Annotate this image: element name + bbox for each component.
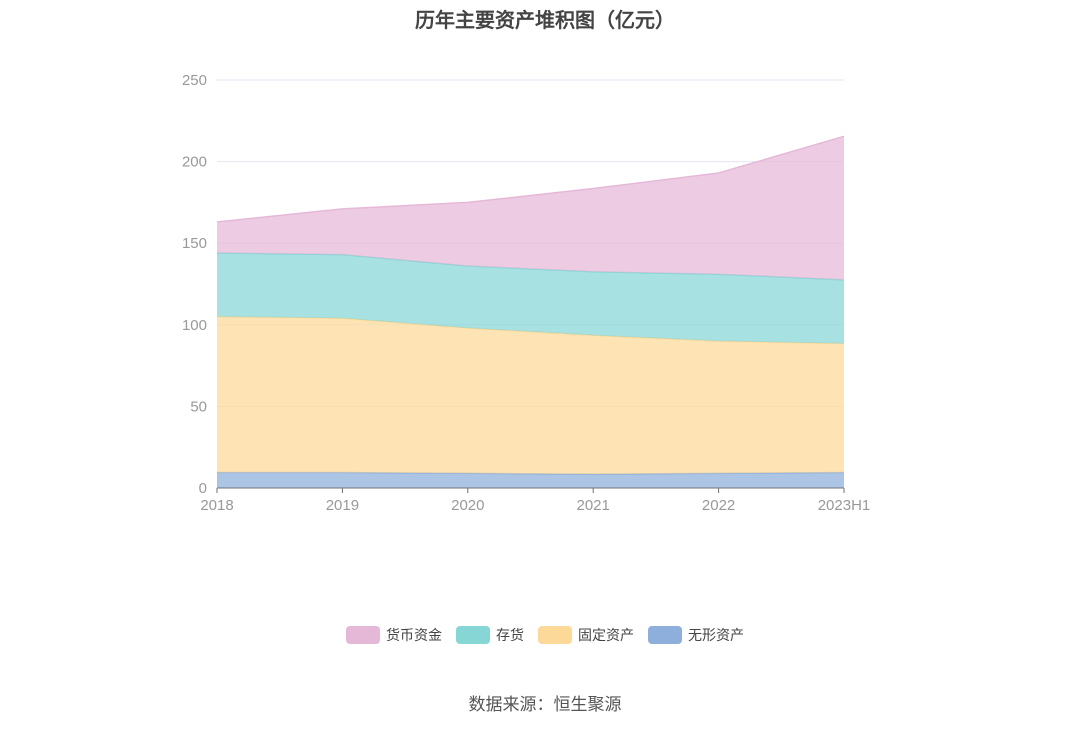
legend-label: 固定资产: [578, 628, 634, 644]
legend-swatch: [648, 626, 682, 644]
legend-item[interactable]: 货币资金: [346, 625, 442, 645]
legend-label: 无形资产: [688, 628, 744, 644]
legend-swatch: [346, 626, 380, 644]
legend-swatch: [456, 626, 490, 644]
area-series: [217, 252, 844, 344]
y-tick-label: 200: [182, 154, 207, 171]
area-series: [217, 136, 844, 280]
source-note: 数据来源：恒生聚源: [468, 695, 622, 715]
x-tick-label: 2023H1: [818, 497, 871, 514]
y-tick-label: 0: [199, 480, 207, 497]
area-series-edge: [216, 135, 845, 223]
x-tick-label: 2018: [200, 497, 233, 514]
legend-swatch: [538, 626, 572, 644]
x-tick-label: 2022: [702, 497, 735, 514]
x-tick-label: 2021: [577, 497, 610, 514]
y-tick-label: 100: [182, 317, 207, 334]
area-series: [217, 472, 844, 488]
legend-label: 存货: [496, 628, 524, 644]
legend: 货币资金 存货 固定资产 无形资产: [0, 625, 1090, 645]
legend-item[interactable]: 固定资产: [538, 625, 634, 645]
y-tick-label: 50: [190, 398, 207, 415]
area-series-group: [216, 135, 845, 488]
chart-title: 历年主要资产堆积图（亿元）: [415, 8, 675, 32]
x-tick-label: 2019: [326, 497, 359, 514]
area-series: [217, 316, 844, 475]
x-tick-label: 2020: [451, 497, 484, 514]
legend-item[interactable]: 无形资产: [648, 625, 744, 645]
legend-label: 货币资金: [386, 628, 442, 644]
y-tick-label: 250: [182, 72, 207, 89]
axes: 0 50 100 150 200 250 2018 2019 2020 2021 2022 2023H…: [182, 72, 870, 514]
y-tick-label: 150: [182, 235, 207, 252]
legend-item[interactable]: 存货: [456, 625, 524, 645]
